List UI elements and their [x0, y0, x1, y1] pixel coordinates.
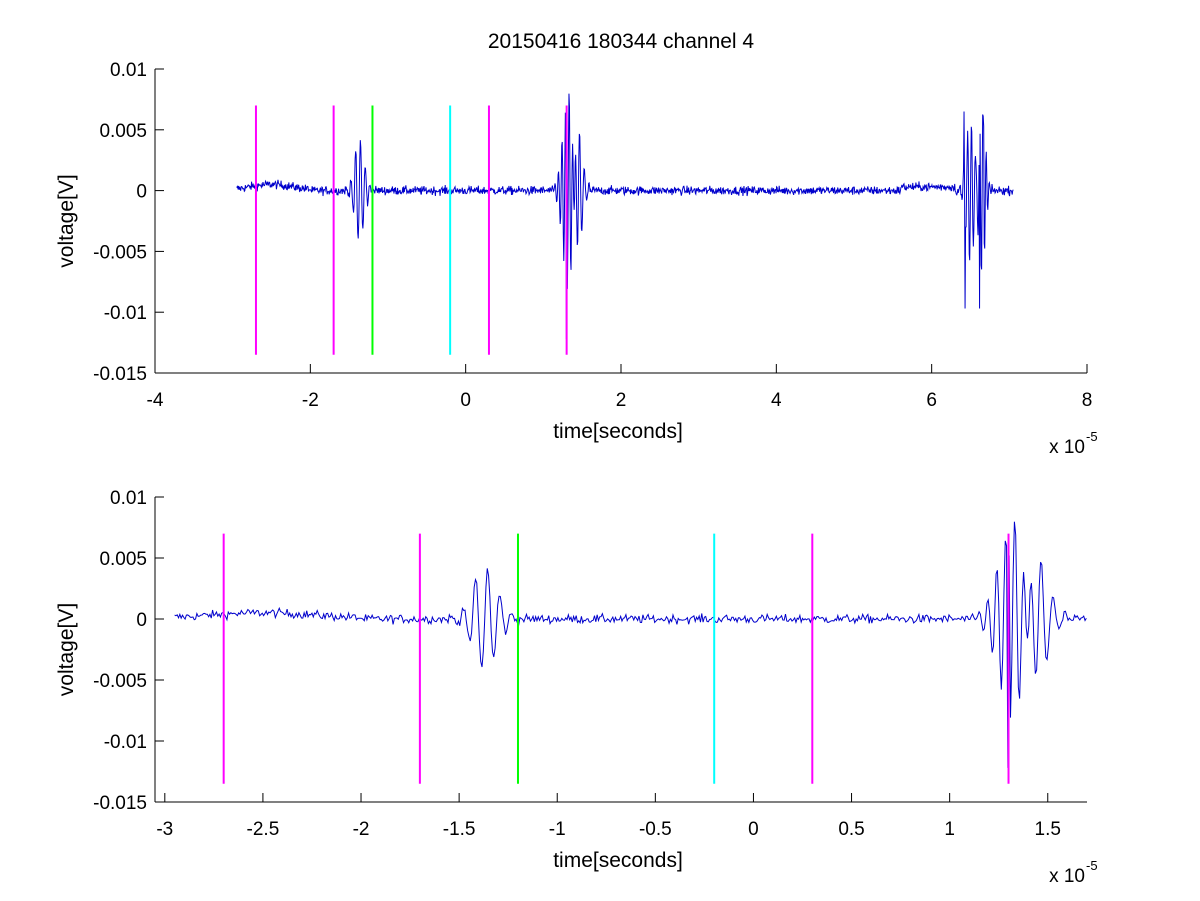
y-axis-label: voltage[V]	[55, 603, 78, 696]
plot-bottom: -3 -2.5 -2 -1.5 -1 -0.5 0 0.5 1 1.5 0.01 0.005 0 -0.0…	[55, 488, 1098, 887]
y-axis-label: voltage[V]	[55, 174, 78, 267]
x-tick-label: -2	[353, 819, 370, 840]
voltage-trace	[174, 521, 1087, 768]
x-tick-label: -2	[302, 390, 319, 411]
x-exponent-superscript: -5	[1086, 858, 1098, 873]
x-tick-label: 0	[748, 819, 759, 840]
plot-top: -4 -2 0 2 4 6 8 0.01 0.005 0 -0.005 -0.01 -0.015 time…	[55, 60, 1098, 458]
x-tick-label: 6	[926, 390, 937, 411]
x-tick-label: -3	[156, 819, 173, 840]
x-exponent-base: x 10	[1049, 437, 1085, 458]
figure-title: 20150416 180344 channel 4	[488, 30, 755, 53]
y-tick-label: -0.015	[93, 364, 147, 385]
x-exponent-base: x 10	[1049, 866, 1085, 887]
x-tick-label: -4	[147, 390, 164, 411]
y-tick-label: 0.005	[99, 121, 147, 142]
y-tick-label: 0.01	[110, 60, 147, 81]
x-tick-label: 1	[944, 819, 955, 840]
y-tick-label: 0.005	[99, 549, 147, 570]
x-tick-label: 2	[616, 390, 627, 411]
y-tick-label: 0	[136, 610, 147, 631]
x-tick-label: -0.5	[639, 819, 672, 840]
x-tick-label: 1.5	[1035, 819, 1061, 840]
y-tick-label: -0.015	[93, 793, 147, 814]
voltage-trace	[236, 93, 1014, 339]
x-tick-label: -1.5	[443, 819, 476, 840]
x-tick-label: 8	[1082, 390, 1093, 411]
y-tick-label: -0.005	[93, 671, 147, 692]
x-tick-label: 0.5	[838, 819, 864, 840]
y-tick-label: -0.01	[104, 732, 147, 753]
x-tick-label: 0	[460, 390, 471, 411]
x-axis-label: time[seconds]	[553, 420, 683, 443]
x-tick-label: -1	[549, 819, 566, 840]
y-tick-label: 0.01	[110, 488, 147, 509]
x-axis-label: time[seconds]	[553, 849, 683, 872]
y-tick-label: 0	[136, 182, 147, 203]
x-exponent-superscript: -5	[1086, 429, 1098, 444]
x-tick-label: 4	[771, 390, 782, 411]
y-tick-label: -0.005	[93, 242, 147, 263]
y-tick-label: -0.01	[104, 303, 147, 324]
x-tick-label: -2.5	[247, 819, 280, 840]
